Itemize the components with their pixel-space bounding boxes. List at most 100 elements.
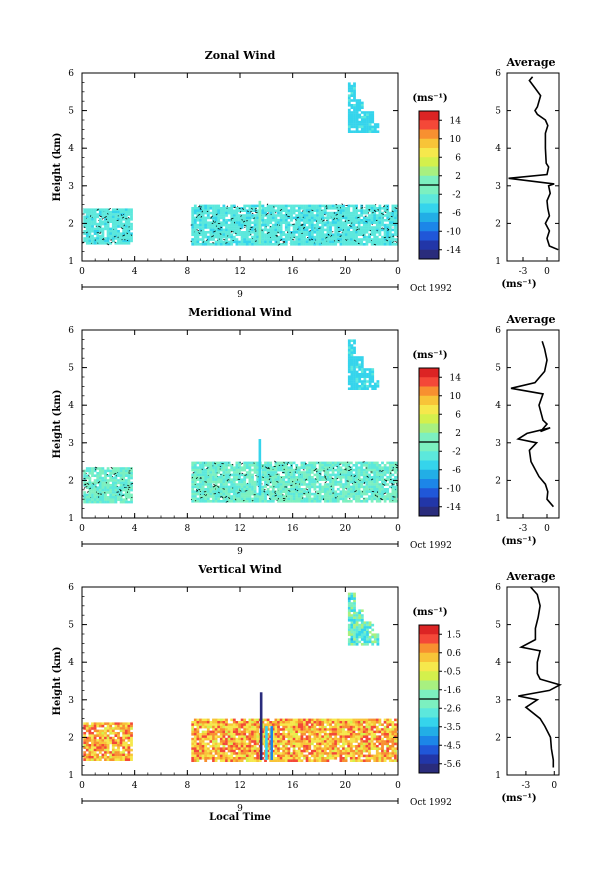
data-cell (353, 108, 356, 112)
data-cell (98, 225, 102, 228)
data-cell (336, 473, 340, 477)
contour-mark (392, 469, 394, 471)
contour-mark (302, 210, 304, 212)
data-cell (350, 370, 354, 374)
data-cell (321, 735, 325, 738)
data-cell (217, 718, 221, 722)
data-cell (232, 497, 236, 501)
data-cell (193, 238, 197, 241)
data-cell (130, 474, 133, 477)
contour-mark (211, 222, 214, 225)
data-cell (193, 226, 197, 229)
data-cell (201, 740, 205, 743)
data-cell (378, 243, 382, 246)
data-cell (360, 116, 364, 119)
data-cell (248, 740, 252, 743)
data-cell (101, 753, 105, 757)
data-cell (93, 239, 97, 243)
data-cell (394, 238, 397, 241)
data-cell (230, 243, 234, 246)
data-cell (111, 493, 115, 497)
data-cell (88, 469, 92, 473)
data-cell (232, 214, 236, 217)
data-cell (344, 483, 348, 486)
data-cell (349, 235, 353, 239)
data-cell (378, 728, 382, 731)
data-cell (381, 495, 384, 498)
data-cell (388, 233, 392, 236)
contour-mark (318, 227, 321, 229)
data-cell (297, 497, 301, 501)
data-cell (352, 223, 356, 227)
data-cell (295, 240, 299, 244)
data-cell (383, 735, 387, 738)
data-cell (334, 235, 338, 239)
data-cell (124, 746, 128, 749)
data-cell (264, 471, 267, 474)
data-cell (191, 468, 195, 472)
data-cell (196, 226, 200, 229)
data-cell (339, 730, 343, 734)
data-cell (114, 498, 118, 501)
data-cell (371, 118, 375, 121)
data-cell (373, 723, 377, 726)
contour-mark (120, 214, 123, 216)
data-cell (127, 467, 131, 470)
data-cell (355, 721, 358, 724)
data-cell (122, 476, 126, 480)
contour-mark (381, 213, 384, 215)
data-cell (360, 128, 364, 131)
data-cell (277, 495, 280, 498)
data-cell (261, 211, 265, 215)
data-cell (378, 231, 382, 234)
data-cell (101, 491, 105, 494)
data-cell (114, 727, 118, 730)
data-cell (352, 231, 356, 234)
data-cell (347, 96, 351, 100)
data-cell (334, 228, 338, 232)
data-cell (88, 476, 92, 480)
data-cell (300, 461, 304, 465)
data-cell (349, 721, 353, 724)
data-cell (363, 120, 367, 124)
data-cell (232, 500, 236, 503)
data-cell (269, 466, 273, 469)
data-cell (373, 483, 377, 486)
data-cell (334, 735, 338, 738)
data-cell (391, 485, 395, 489)
data-cell (106, 756, 110, 759)
data-cell (310, 500, 314, 503)
contour-mark (107, 212, 109, 215)
data-cell (358, 387, 362, 390)
data-cell (83, 746, 87, 749)
data-cell (114, 476, 118, 480)
data-cell (305, 723, 309, 726)
data-cell (232, 216, 236, 220)
data-cell (266, 223, 270, 227)
data-cell (227, 233, 231, 236)
data-cell (101, 496, 105, 499)
contour-mark (276, 480, 279, 483)
data-cell (117, 232, 120, 235)
data-cell (370, 216, 374, 220)
colorbar-band (419, 479, 439, 489)
data-cell (214, 497, 218, 501)
data-cell (352, 476, 356, 479)
data-cell (277, 725, 280, 729)
data-cell (227, 235, 231, 239)
data-cell (394, 718, 397, 722)
data-cell (199, 735, 202, 738)
data-cell (373, 216, 377, 220)
data-cell (245, 730, 249, 734)
data-cell (109, 479, 113, 482)
data-cell (245, 490, 249, 493)
data-cell (287, 733, 291, 736)
data-cell (266, 480, 270, 484)
data-cell (104, 729, 107, 733)
data-cell (357, 219, 361, 222)
data-cell (248, 207, 252, 210)
data-cell (308, 733, 312, 736)
data-cell (85, 237, 89, 240)
data-cell (326, 721, 330, 724)
data-cell (243, 214, 247, 217)
